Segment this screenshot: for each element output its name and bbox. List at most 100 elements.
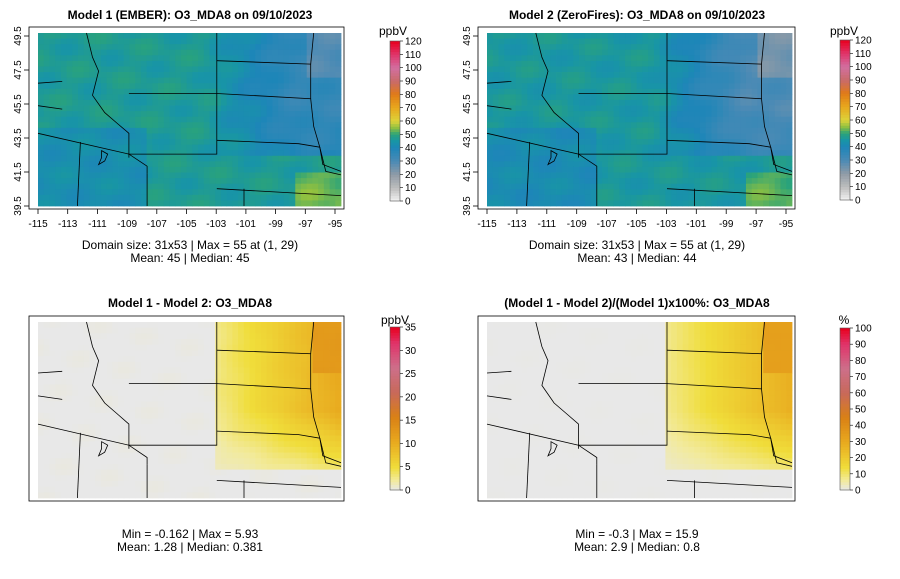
heatmap-cell xyxy=(95,469,102,476)
heatmap-cell xyxy=(573,133,580,140)
heatmap-cell xyxy=(272,429,279,436)
heatmap-cell xyxy=(728,172,735,179)
heatmap-cell xyxy=(751,194,758,201)
heatmap-cell xyxy=(550,122,557,129)
heatmap-cell xyxy=(215,458,222,465)
heatmap-cell xyxy=(694,83,701,90)
heatmap-cell xyxy=(198,367,205,374)
heatmap-cell xyxy=(209,116,216,123)
heatmap-cell xyxy=(757,116,764,123)
heatmap-cell xyxy=(118,72,125,79)
heatmap-cell xyxy=(289,183,296,190)
heatmap-cell xyxy=(745,166,753,173)
heatmap-cell xyxy=(717,155,724,162)
heatmap-cell xyxy=(238,194,245,201)
heatmap-cell xyxy=(78,412,85,419)
heatmap-cell xyxy=(688,88,695,95)
heatmap-cell xyxy=(487,166,494,173)
heatmap-cell xyxy=(550,111,557,118)
heatmap-cell xyxy=(498,200,505,207)
heatmap-cell xyxy=(243,194,250,201)
heatmap-cell xyxy=(323,55,330,62)
panel-difference: Model 1 - Model 2: O3_MDA8 0510152025303… xyxy=(28,296,417,554)
heatmap-cell xyxy=(220,463,228,471)
heatmap-cell xyxy=(278,435,285,442)
heatmap-cell xyxy=(745,150,753,157)
heatmap-cell xyxy=(278,116,285,123)
heatmap-cell xyxy=(780,77,787,84)
heatmap-cell xyxy=(711,144,718,151)
heatmap-cell xyxy=(318,139,325,146)
heatmap-cell xyxy=(642,189,649,196)
heatmap-cell xyxy=(648,122,655,129)
heatmap-cell xyxy=(487,150,494,157)
heatmap-cell xyxy=(180,49,188,56)
heatmap-cell xyxy=(95,144,102,151)
heatmap-cell xyxy=(630,155,638,162)
heatmap-cell xyxy=(249,38,256,45)
heatmap-cell xyxy=(300,133,308,140)
heatmap-cell xyxy=(722,116,730,123)
heatmap-cell xyxy=(323,77,330,84)
heatmap-cell xyxy=(734,33,741,39)
heatmap-cell xyxy=(146,378,153,385)
heatmap-cell xyxy=(694,77,701,84)
heatmap-cell xyxy=(266,322,273,329)
heatmap-cell xyxy=(763,122,770,129)
heatmap-cell xyxy=(158,412,165,419)
heatmap-cell xyxy=(527,49,534,56)
heatmap-cell xyxy=(49,418,56,425)
heatmap-cell xyxy=(163,458,170,465)
heatmap-cell xyxy=(60,77,67,84)
heatmap-cell xyxy=(786,144,793,151)
heatmap-cell xyxy=(295,458,302,465)
heatmap-cell xyxy=(129,350,136,357)
heatmap-cell xyxy=(659,183,666,190)
heatmap-cell xyxy=(238,122,245,129)
heatmap-cell xyxy=(192,458,199,465)
heatmap-cell xyxy=(487,183,494,190)
heatmap-cell xyxy=(734,161,741,168)
heatmap-cell xyxy=(38,166,45,173)
heatmap-cell xyxy=(60,133,67,140)
heatmap-cell xyxy=(66,344,73,351)
heatmap-cell xyxy=(630,38,638,45)
heatmap-cell xyxy=(636,172,643,179)
state-boundary xyxy=(37,81,63,84)
heatmap-cell xyxy=(630,166,638,173)
heatmap-cell xyxy=(283,378,290,385)
heatmap-cell xyxy=(260,94,268,101)
heatmap-cell xyxy=(515,200,522,207)
heatmap-cell xyxy=(175,344,182,351)
heatmap-cell xyxy=(140,322,148,329)
heatmap-cell xyxy=(169,99,176,106)
heatmap-cell xyxy=(630,161,638,168)
heatmap-cell xyxy=(602,200,609,207)
heatmap-cell xyxy=(498,60,505,67)
heatmap-cell xyxy=(272,339,279,346)
state-boundary xyxy=(128,93,218,155)
heatmap-cell xyxy=(89,189,96,196)
heatmap-cell xyxy=(757,189,764,196)
heatmap-cell xyxy=(249,94,256,101)
heatmap-cell xyxy=(734,55,741,62)
heatmap-cell xyxy=(567,133,574,140)
heatmap-cell xyxy=(323,38,330,45)
heatmap-cell xyxy=(66,458,73,465)
heatmap-cell xyxy=(289,72,296,79)
heatmap-cell xyxy=(106,144,113,151)
heatmap-cell xyxy=(306,412,313,419)
heatmap-cell xyxy=(671,77,678,84)
heatmap-cell xyxy=(266,424,273,431)
heatmap-cell xyxy=(613,183,620,190)
heatmap-cell xyxy=(625,88,632,95)
heatmap-cell xyxy=(226,144,233,151)
colorbar-step xyxy=(840,104,850,108)
heatmap-cell xyxy=(567,150,574,157)
heatmap-cell xyxy=(260,418,268,425)
heatmap-cell xyxy=(318,161,325,168)
colorbar-step xyxy=(390,126,400,130)
heatmap-cell xyxy=(538,161,545,168)
heatmap-cell xyxy=(78,178,85,185)
heatmap-cell xyxy=(289,378,296,385)
